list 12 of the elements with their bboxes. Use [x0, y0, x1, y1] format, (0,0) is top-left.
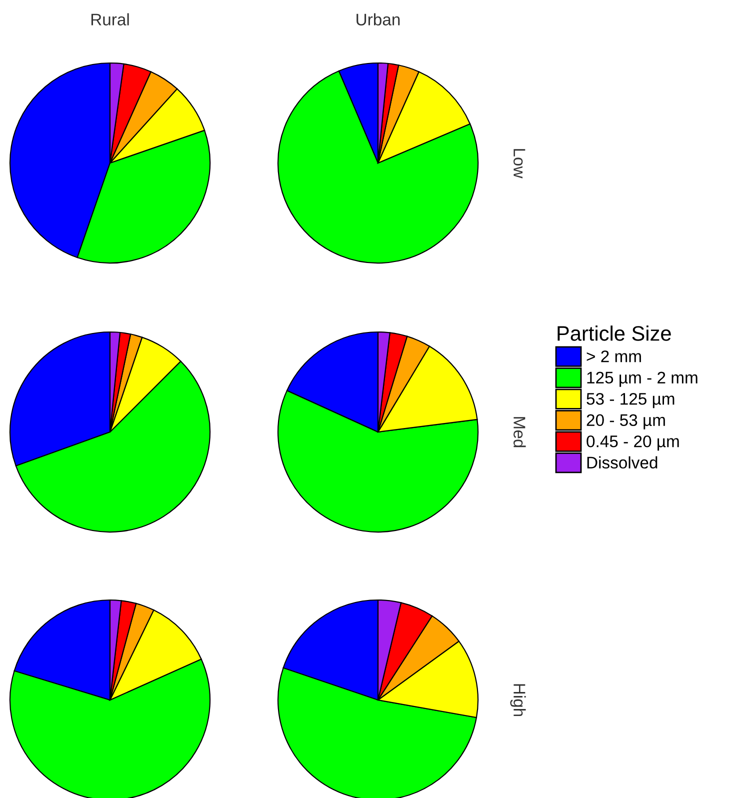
chart-title: Urban	[356, 13, 400, 26]
text: Med	[514, 417, 526, 448]
text: High	[510, 684, 526, 716]
legend-label: 20 - 53 µm	[586, 414, 665, 430]
text: Low	[514, 149, 526, 178]
legend-label: 53 - 125 µm	[586, 392, 674, 408]
legend-label: Dissolved	[587, 456, 658, 469]
chart-title: Rural	[91, 13, 129, 26]
legend-label: 0.45 - 20 µm	[586, 435, 679, 451]
legend-title: Particle Size	[558, 326, 671, 341]
legend-label: 125 µm - 2 mm	[587, 372, 698, 387]
legend-label: > 2 mm	[586, 350, 641, 362]
